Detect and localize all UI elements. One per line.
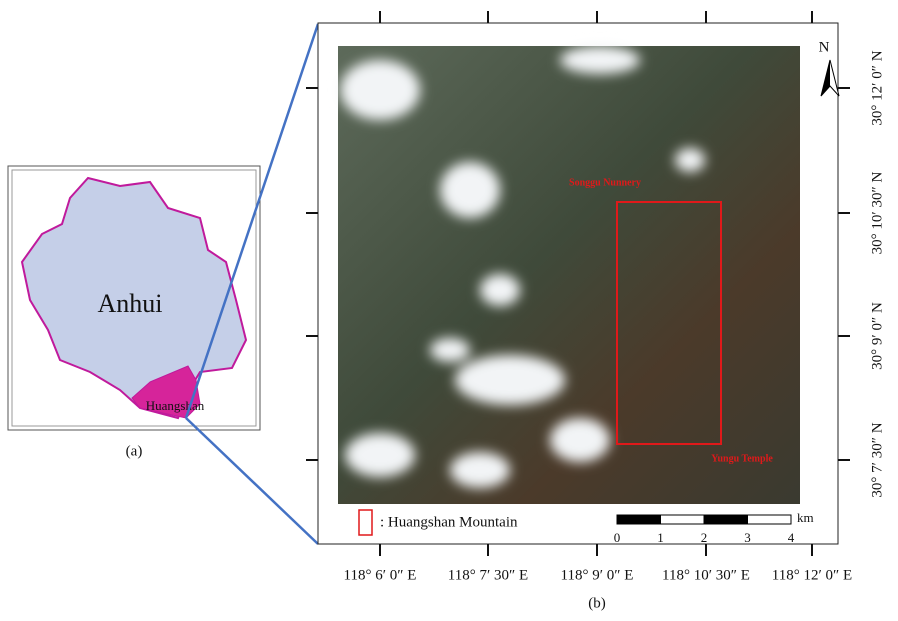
scale-label: 2 (701, 530, 708, 545)
lat-label: 30° 12′ 0″ N (869, 50, 885, 125)
scale-segment (617, 515, 661, 524)
caption-b: (b) (588, 595, 606, 611)
place-label: Songgu Nunnery (569, 177, 641, 188)
lon-label: 118° 10′ 30″ E (662, 567, 750, 583)
caption-a: (a) (126, 443, 143, 459)
scale-segment (704, 515, 748, 524)
lon-label: 118° 6′ 0″ E (344, 567, 417, 583)
lat-label: 30° 9′ 0″ N (869, 302, 885, 370)
legend-label: : Huangshan Mountain (380, 514, 518, 530)
place-label: Yungu Temple (711, 453, 773, 464)
scale-segment (661, 515, 705, 524)
figure: Anhui Huangshan (a) Songgu Nunnery Yungu… (0, 0, 898, 616)
scale-label: 4 (788, 530, 795, 545)
scale-segment (748, 515, 792, 524)
lon-label: 118° 7′ 30″ E (448, 567, 528, 583)
scale-label: 3 (744, 530, 751, 545)
highlight-label: Huangshan (146, 398, 205, 413)
lat-label: 30° 10′ 30″ N (869, 172, 885, 255)
scale-label: 0 (614, 530, 621, 545)
region-label: Anhui (98, 289, 163, 318)
zoom-line (186, 418, 318, 544)
scale-unit: km (797, 510, 814, 525)
north-label: N (819, 39, 830, 55)
lon-label: 118° 12′ 0″ E (772, 567, 852, 583)
lat-label: 30° 7′ 30″ N (869, 422, 885, 497)
scale-label: 1 (657, 530, 664, 545)
lon-label: 118° 9′ 0″ E (561, 567, 634, 583)
